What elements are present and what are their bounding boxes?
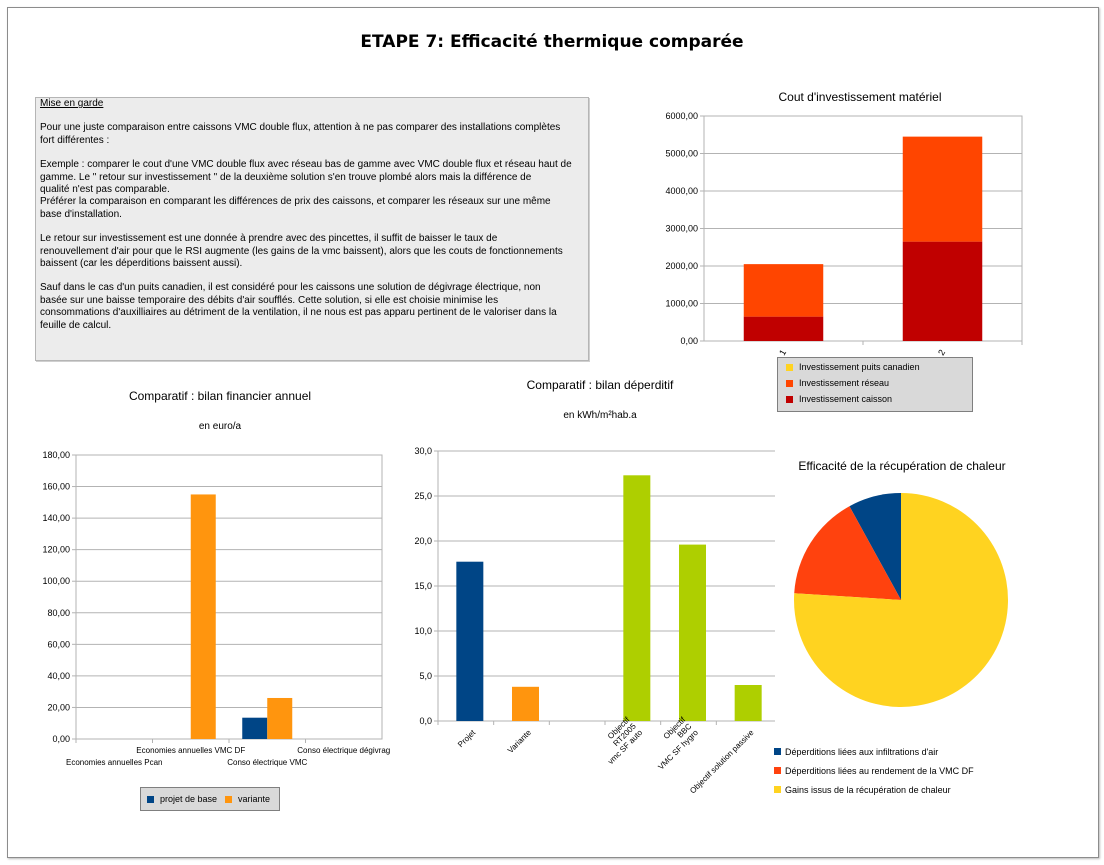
y-tick-label: 4000,00	[665, 186, 698, 196]
warning-paragraph: Exemple : comparer le cout d'une VMC dou…	[40, 159, 572, 220]
y-tick-label: 40,00	[47, 671, 70, 681]
plot-area	[437, 450, 775, 722]
chart-title-deperditif: Comparatif : bilan déperditif	[526, 378, 674, 392]
y-tick-label: 1000,00	[665, 299, 698, 309]
legend-swatch	[774, 786, 781, 793]
chart-subtitle-financier: en euro/a	[198, 421, 242, 432]
y-tick-label: 2000,00	[665, 261, 698, 271]
y-tick-label: 20,0	[414, 536, 432, 546]
warning-box: Mise en garde Pour une juste comparaison…	[35, 97, 589, 361]
bar	[734, 685, 762, 721]
x-tick-label: 2	[936, 348, 947, 357]
x-tick-label: Economies annuelles Pcan	[66, 758, 163, 767]
y-tick-label: 25,0	[414, 491, 432, 501]
legend-swatch	[774, 767, 781, 774]
legend-item-puits: Investissement puits canadien	[778, 359, 972, 375]
bar	[267, 697, 293, 739]
chart-investissement: 0,00 1000,00 2000,00 3000,00 4000,00 5000,00 6…	[665, 111, 1023, 357]
y-tick-label: 0,0	[419, 716, 432, 726]
chart-financier: 0,00 20,00 40,00 60,00 80,00 100,00 120,00 140,…	[42, 450, 390, 767]
plot-area	[75, 454, 383, 740]
warning-paragraph: Sauf dans le cas d'un puits canadien, il…	[40, 282, 557, 331]
x-tick-label: Variante	[506, 728, 533, 755]
legend-swatch	[774, 748, 781, 755]
y-tick-label: 6000,00	[665, 111, 698, 121]
legend-financier: projet de base variante	[140, 787, 280, 811]
y-tick-label: 0,00	[52, 734, 70, 744]
bar	[623, 475, 651, 721]
legend-item-reseau: Investissement réseau	[778, 375, 972, 391]
bar	[190, 494, 216, 739]
x-tick-label: Economies annuelles VMC DF	[136, 746, 245, 755]
x-tick-label: 1	[777, 348, 788, 357]
bar	[902, 136, 983, 242]
y-tick-label: 60,00	[47, 639, 70, 649]
legend-investissement: Investissement puits canadien Investisse…	[777, 357, 973, 412]
x-tick-label: Objectif solution passive	[688, 728, 756, 796]
y-tick-label: 120,00	[42, 545, 70, 555]
bar	[456, 561, 484, 721]
legend-recuperation: Déperditions liées aux infiltrations d'a…	[772, 742, 974, 799]
y-tick-label: 0,00	[680, 336, 698, 346]
chart-subtitle-deperditif: en kWh/m²hab.a	[563, 410, 637, 421]
legend-item-gains: Gains issus de la récupération de chaleu…	[772, 780, 974, 799]
chart-title-investissement: Cout d'investissement matériel	[778, 90, 942, 104]
bar	[743, 264, 824, 317]
legend-swatch	[786, 379, 793, 387]
legend-item-infiltrations: Déperditions liées aux infiltrations d'a…	[772, 742, 974, 761]
x-tick-label: Projet	[456, 728, 478, 750]
y-tick-label: 5000,00	[665, 149, 698, 159]
y-tick-label: 80,00	[47, 608, 70, 618]
legend-swatch	[786, 395, 793, 403]
warning-paragraph: Pour une juste comparaison entre caisson…	[40, 122, 561, 146]
chart-recuperation	[794, 493, 1008, 707]
y-tick-label: 5,0	[419, 671, 432, 681]
y-tick-label: 10,0	[414, 626, 432, 636]
legend-swatch	[147, 795, 154, 803]
legend-swatch	[225, 795, 233, 803]
y-tick-label: 20,00	[47, 702, 70, 712]
pie-slice	[794, 506, 901, 600]
chart-title-recuperation: Efficacité de la récupération de chaleur	[798, 459, 1006, 473]
y-tick-label: 160,00	[42, 482, 70, 492]
y-tick-label: 3000,00	[665, 224, 698, 234]
bar	[679, 544, 706, 721]
y-tick-label: 100,00	[42, 576, 70, 586]
chart-deperditif: 0,0 5,0 10,0 15,0 20,0 25,0 30,0 Projet Variante…	[414, 446, 775, 796]
legend-item-caisson: Investissement caisson	[778, 391, 972, 407]
legend-label-projet: projet de base	[160, 794, 218, 804]
y-tick-label: 140,00	[42, 513, 70, 523]
pie-slice	[794, 493, 1008, 707]
warning-paragraph: Le retour sur investissement est une don…	[40, 233, 563, 270]
page-title: ETAPE 7: Efficacité thermique comparée	[360, 32, 744, 52]
bar	[242, 717, 268, 739]
bar	[902, 241, 983, 341]
bar	[743, 316, 824, 341]
legend-item-rendement: Déperditions liées au rendement de la VM…	[772, 761, 974, 780]
chart-title-financier: Comparatif : bilan financier annuel	[128, 389, 312, 403]
y-tick-label: 15,0	[414, 581, 432, 591]
warning-title: Mise en garde	[40, 98, 104, 109]
bar	[512, 686, 539, 721]
legend-swatch	[786, 363, 793, 371]
x-tick-label: Conso électrique dégivrag	[297, 746, 390, 755]
y-tick-label: 30,0	[414, 446, 432, 456]
legend-label-variante: variante	[238, 794, 271, 804]
x-tick-label: Conso électrique VMC	[227, 758, 307, 767]
y-tick-label: 180,00	[42, 450, 70, 460]
pie-slice	[849, 493, 901, 600]
